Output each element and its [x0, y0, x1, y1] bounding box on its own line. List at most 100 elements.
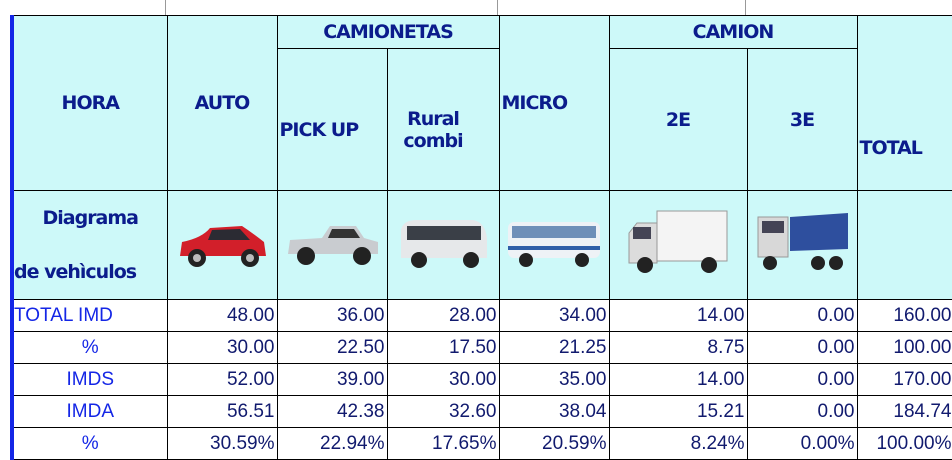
bus-icon — [504, 208, 604, 278]
icon-shape — [508, 246, 600, 250]
value-cell: 21.25 — [499, 332, 609, 364]
value-cell: 32.60 — [387, 396, 499, 428]
icon-cell — [387, 191, 499, 300]
grid-line — [165, 0, 166, 15]
icon-shape — [701, 257, 717, 273]
pickup-icon — [282, 208, 382, 278]
value-cell: 8.24% — [609, 428, 747, 460]
icon-shape — [463, 252, 479, 268]
icon-shape — [637, 257, 653, 273]
page: Diagrama de vehículos html, body { margi… — [0, 0, 952, 459]
icon-shape — [411, 252, 427, 268]
icon-shape — [193, 254, 201, 262]
value-cell: 30.00 — [167, 332, 277, 364]
empty-cell — [857, 191, 952, 300]
value-cell: 170.00 — [857, 364, 952, 396]
group-header: CAMIONETAS — [277, 16, 499, 49]
diagram-label: Diagrama de vehìculos — [12, 191, 167, 300]
grid-line — [497, 0, 498, 15]
car-icon — [172, 208, 272, 278]
value-cell: 48.00 — [167, 300, 277, 332]
icon-shape — [246, 254, 254, 262]
value-cell: 52.00 — [167, 364, 277, 396]
value-cell: 56.51 — [167, 396, 277, 428]
row-label: % — [12, 428, 167, 460]
label-line: de vehìculos — [14, 245, 167, 299]
value-cell: 28.00 — [387, 300, 499, 332]
value-cell: 15.21 — [609, 396, 747, 428]
header-cell: HORA — [12, 16, 167, 191]
header-cell: Rural combi — [387, 49, 499, 191]
icon-shape — [633, 227, 651, 239]
icon-shape — [763, 256, 777, 270]
icon-shape — [353, 247, 371, 265]
icon-shape — [519, 253, 533, 267]
value-cell: 14.00 — [609, 300, 747, 332]
icon-shape — [512, 226, 596, 238]
value-cell: 30.59% — [167, 428, 277, 460]
row-label: % — [12, 332, 167, 364]
truck-2e-icon — [623, 203, 733, 283]
value-cell: 100.00 — [857, 332, 952, 364]
icon-shape — [407, 226, 481, 240]
header-cell: AUTO — [167, 16, 277, 191]
value-cell: 35.00 — [499, 364, 609, 396]
header-cell: MICRO — [499, 16, 609, 191]
value-cell: 160.00 — [857, 300, 952, 332]
icon-shape — [575, 253, 589, 267]
icon-cell — [609, 191, 747, 300]
data-row: %30.59%22.94%17.65%20.59%8.24%0.00%100.0… — [12, 428, 952, 460]
value-cell: 0.00% — [747, 428, 857, 460]
row-label: TOTAL IMD — [12, 300, 167, 332]
value-cell: 0.00 — [747, 332, 857, 364]
icon-shape — [762, 221, 784, 233]
value-cell: 14.00 — [609, 364, 747, 396]
icon-shape — [657, 211, 727, 261]
icon-cell — [167, 191, 277, 300]
value-cell: 17.65% — [387, 428, 499, 460]
value-cell: 30.00 — [387, 364, 499, 396]
icon-cell — [277, 191, 387, 300]
value-cell: 0.00 — [747, 396, 857, 428]
value-cell: 8.75 — [609, 332, 747, 364]
icon-shape — [829, 256, 843, 270]
icon-cell — [747, 191, 857, 300]
value-cell: 42.38 — [277, 396, 387, 428]
diagram-row: Diagrama de vehìculos — [12, 191, 952, 300]
value-cell: 22.50 — [277, 332, 387, 364]
icon-shape — [297, 247, 315, 265]
row-label: IMDA — [12, 396, 167, 428]
label-line: Diagrama — [14, 191, 167, 245]
value-cell: 20.59% — [499, 428, 609, 460]
group-header: CAMION — [609, 16, 857, 49]
value-cell: 38.04 — [499, 396, 609, 428]
truck-3e-icon — [752, 203, 852, 283]
value-cell: 22.94% — [277, 428, 387, 460]
value-cell: 0.00 — [747, 300, 857, 332]
row-label: IMDS — [12, 364, 167, 396]
value-cell: 17.50 — [387, 332, 499, 364]
traffic-table: HORA AUTO CAMIONETAS MICRO CAMION TOTAL … — [10, 15, 952, 460]
header-cell: PICK UP — [277, 49, 387, 191]
body: HORA AUTO CAMIONETAS MICRO CAMION TOTAL … — [0, 0, 952, 459]
value-cell: 100.00% — [857, 428, 952, 460]
icon-cell — [499, 191, 609, 300]
van-icon — [393, 208, 493, 278]
value-cell: 184.74 — [857, 396, 952, 428]
value-cell: 39.00 — [277, 364, 387, 396]
value-cell: 36.00 — [277, 300, 387, 332]
header-cell: TOTAL — [857, 16, 952, 191]
value-cell: 0.00 — [747, 364, 857, 396]
grid-line — [745, 0, 746, 15]
icon-shape — [811, 256, 825, 270]
value-cell: 34.00 — [499, 300, 609, 332]
header-row: HORA AUTO CAMIONETAS MICRO CAMION TOTAL — [12, 16, 952, 49]
header-cell: 2E — [609, 49, 747, 191]
icon-shape — [790, 213, 848, 251]
header-cell: 3E — [747, 49, 857, 191]
